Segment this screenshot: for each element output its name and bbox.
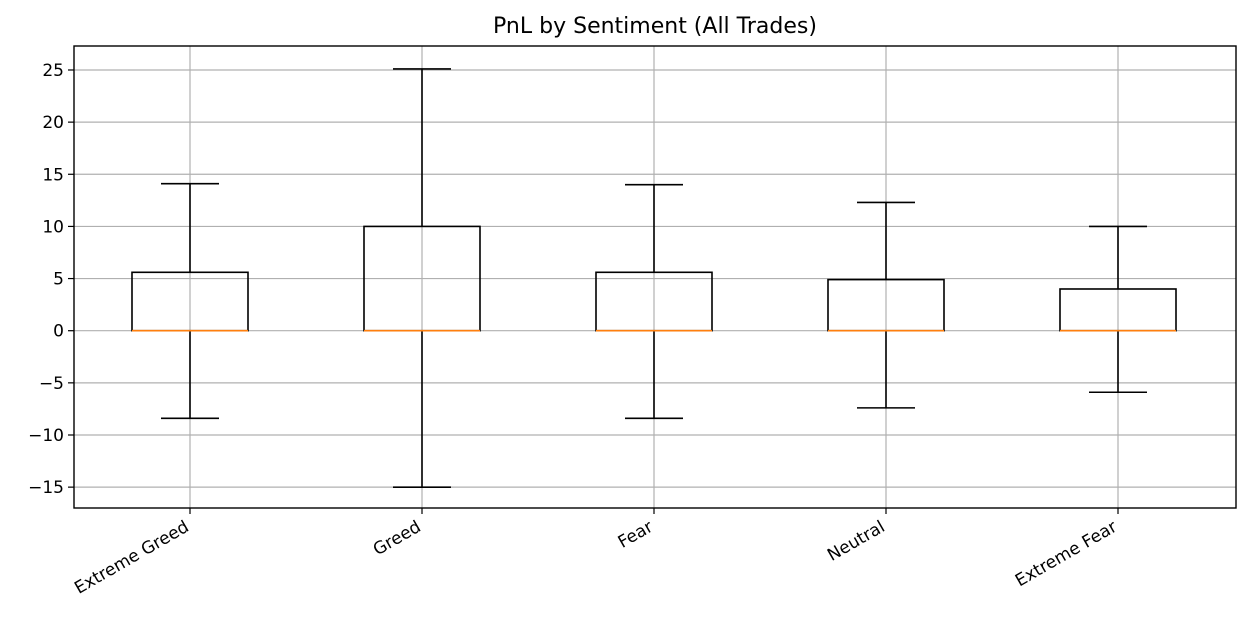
box-greed (363, 68, 481, 488)
y-tick-label: −5 (39, 374, 64, 394)
plot-frame (73, 45, 1237, 509)
y-tick-label: 0 (53, 322, 64, 342)
box-layer (131, 68, 1177, 488)
x-tick-label: Greed (370, 517, 425, 560)
box-extreme-greed (131, 182, 249, 420)
y-tick-label: 5 (53, 270, 64, 290)
x-tick-label: Extreme Greed (71, 517, 192, 599)
box-fear (595, 183, 713, 420)
box-extreme-fear (1059, 225, 1177, 394)
chart-title: PnL by Sentiment (All Trades) (493, 14, 817, 39)
x-tick-label: Fear (615, 517, 657, 553)
y-tick-label: 10 (42, 217, 64, 237)
y-tick-label: 15 (42, 165, 64, 185)
x-tick-label: Neutral (824, 517, 888, 566)
y-tick-label: −10 (28, 426, 64, 446)
x-axis: Extreme Greed Greed Fear Neutral Extreme Fea… (71, 508, 1121, 599)
y-tick-label: −15 (28, 478, 64, 498)
y-axis: −15 −10 −5 0 5 10 15 20 25 (28, 61, 74, 498)
x-tick-label: Extreme Fear (1012, 517, 1120, 591)
box-neutral (827, 201, 945, 409)
y-tick-label: 20 (42, 113, 64, 133)
y-tick-label: 25 (42, 61, 64, 81)
